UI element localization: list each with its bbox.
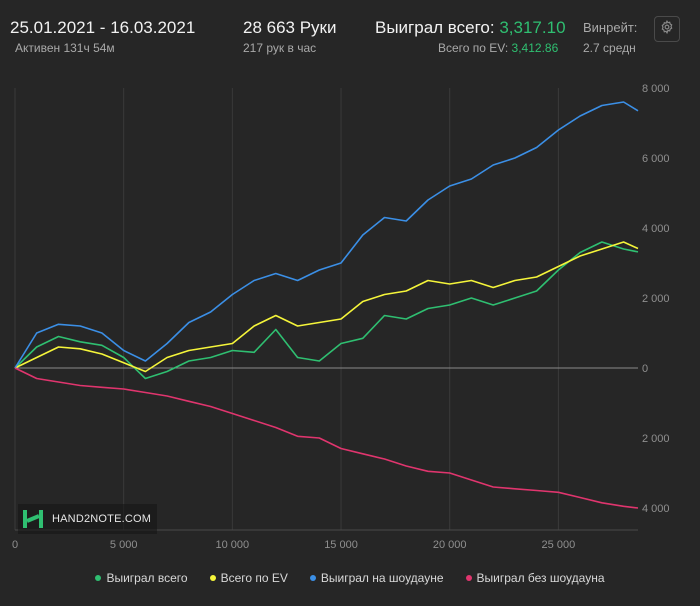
- legend-marker: [465, 575, 472, 581]
- y-tick-label: 0: [642, 363, 648, 375]
- hand2note-logo: HAND2NOTE.COM: [18, 504, 158, 534]
- won-total: Выиграл всего: 3,317.10: [375, 18, 566, 38]
- logo-text: HAND2NOTE.COM: [52, 513, 152, 525]
- winrate-value: 2.7 средн: [583, 41, 636, 55]
- won-total-value: 3,317.10: [499, 18, 566, 37]
- y-tick-label: 8 000: [642, 83, 670, 95]
- y-tick-label: 2 000: [642, 293, 670, 305]
- series-line-showdown: [14, 101, 639, 369]
- legend-marker: [209, 575, 216, 581]
- y-tick-label: 6 000: [642, 153, 670, 165]
- legend-item-won-total[interactable]: Выиграл всего: [95, 568, 188, 588]
- series-line-non-showdown: [14, 367, 639, 509]
- active-time: Активен 131ч 54м: [15, 41, 115, 55]
- x-tick-label: 5 000: [110, 539, 138, 551]
- legend-label: Всего по EV: [220, 571, 288, 585]
- x-tick-label: 0: [12, 539, 18, 551]
- legend-label: Выиграл без шоудауна: [476, 571, 605, 585]
- x-tick-label: 10 000: [216, 539, 250, 551]
- profit-chart: 0 5 000 10 000 15 000 20 000 25 000 8 000 6 000…: [12, 83, 670, 551]
- winrate-label: Винрейт:: [583, 20, 638, 35]
- ev-total: Всего по EV: 3,412.86: [438, 41, 558, 55]
- legend-item-showdown[interactable]: Выиграл на шоудауне: [309, 568, 444, 588]
- legend-marker: [309, 575, 316, 581]
- legend-marker: [95, 575, 102, 581]
- x-tick-label: 15 000: [324, 539, 358, 551]
- hands-count: 28 663 Руки: [243, 18, 337, 37]
- x-tick-label: 25 000: [542, 539, 576, 551]
- x-tick-label: 20 000: [433, 539, 467, 551]
- hand2note-logo-icon: [23, 510, 43, 528]
- chart-legend: Выиграл всего Всего по EV Выиграл на шоу…: [0, 568, 700, 588]
- settings-button[interactable]: [654, 16, 680, 42]
- y-tick-label: 4 000: [642, 223, 670, 235]
- legend-label: Выиграл на шоудауне: [320, 571, 444, 585]
- series-line-won-total: [14, 241, 639, 380]
- won-total-label: Выиграл всего:: [375, 18, 495, 37]
- graph-panel: 0 5 000 10 000 15 000 20 000 25 000 8 000 6 000…: [0, 70, 700, 601]
- stats-header: 25.01.2021 - 16.03.2021 Активен 131ч 54м…: [0, 0, 700, 70]
- ev-total-label: Всего по EV:: [438, 41, 509, 55]
- date-range: 25.01.2021 - 16.03.2021: [10, 18, 196, 37]
- y-tick-label: 4 000: [642, 503, 670, 515]
- gear-icon: [660, 19, 674, 39]
- hands-rate: 217 рук в час: [243, 41, 317, 55]
- ev-total-value: 3,412.86: [511, 41, 559, 55]
- legend-item-non-showdown[interactable]: Выиграл без шоудауна: [465, 568, 605, 588]
- y-tick-label: 2 000: [642, 433, 670, 445]
- legend-item-ev-total[interactable]: Всего по EV: [209, 568, 288, 588]
- legend-label: Выиграл всего: [106, 571, 188, 585]
- series-line-ev-total: [14, 241, 639, 373]
